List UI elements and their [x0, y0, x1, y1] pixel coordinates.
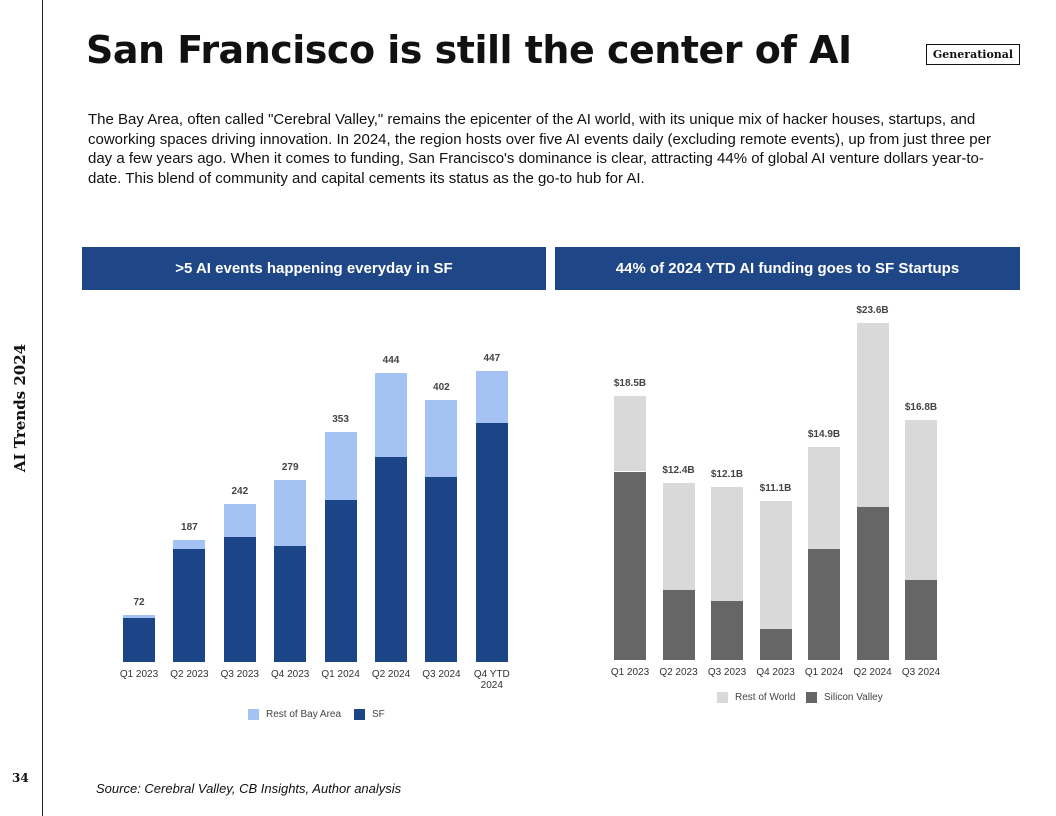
bar-segment — [425, 477, 458, 662]
total-label: 444 — [382, 354, 400, 366]
bar-segment — [759, 628, 792, 660]
bar-segment — [123, 617, 155, 662]
source: Source: Cerebral Valley, CB Insights, Au… — [96, 781, 402, 796]
bar-segment — [808, 548, 840, 660]
legend-item: Silicon Valley — [806, 692, 883, 703]
intro: The Bay Area, often called "Cerebral Val… — [88, 111, 991, 187]
total-label: 353 — [332, 414, 349, 426]
total-label: 447 — [483, 353, 501, 364]
bar-segment — [711, 487, 743, 602]
legend-swatch — [248, 709, 259, 720]
total-label: 242 — [231, 486, 249, 498]
bar-segment — [425, 400, 458, 478]
bar-segment — [614, 395, 646, 472]
legend-label: Silicon Valley — [824, 692, 883, 703]
total-label: $12.4B — [662, 464, 695, 476]
bar-segment — [475, 423, 508, 662]
x-tick-label: Q4 YTD 2024 — [473, 669, 510, 691]
total-label: $12.1B — [710, 469, 744, 481]
bar-segment — [173, 548, 206, 662]
x-tick-label: Q4 2023 — [756, 667, 795, 678]
x-tick-label: Q1 2023 — [610, 667, 650, 678]
bar-segment — [375, 372, 407, 457]
legend-item: SF — [354, 709, 385, 720]
legend-swatch — [717, 692, 728, 703]
x-tick-label: Q2 2023 — [659, 667, 698, 678]
bar-segment — [614, 471, 646, 660]
bar-segment — [905, 420, 937, 581]
bar-segment — [324, 432, 357, 500]
bar-segment — [711, 601, 743, 660]
legend-swatch — [806, 692, 817, 703]
total-label: $11.1B — [759, 483, 792, 495]
total-label: $14.9B — [807, 429, 841, 441]
bar-segment — [662, 482, 695, 591]
x-tick-label: Q3 2024 — [422, 669, 461, 680]
page-number: 34 — [12, 771, 29, 785]
bar-segment — [475, 371, 508, 424]
total-label: 402 — [433, 382, 450, 394]
bar-segment — [856, 323, 889, 508]
legend-item: Rest of Bay Area — [248, 709, 341, 720]
total-label: $18.5B — [613, 377, 647, 389]
total-label: 72 — [133, 597, 145, 609]
bar-segment — [123, 615, 155, 618]
x-tick-label: Q2 2024 — [853, 667, 892, 678]
bar-segment — [173, 540, 206, 549]
x-tick-label: Q1 2024 — [804, 667, 844, 678]
tag: Generational — [926, 44, 1020, 65]
bar-segment — [808, 447, 840, 549]
bar-segment — [274, 480, 307, 547]
bar-segment — [856, 507, 889, 660]
bar-segment — [759, 501, 792, 629]
total-label: 279 — [281, 462, 299, 474]
x-tick-label: Q2 2023 — [170, 669, 209, 680]
chart-header: >5 AI events happening everyday in SF — [82, 247, 546, 290]
legend-item: Rest of World — [717, 692, 795, 703]
x-tick-label: Q3 2023 — [220, 669, 259, 680]
total-label: 187 — [181, 522, 198, 534]
total-label: $23.6B — [856, 305, 889, 316]
bar-segment — [375, 456, 407, 662]
title: San Francisco is still the center of AI — [86, 28, 852, 72]
x-tick-label: Q1 2024 — [321, 669, 360, 680]
legend-label: SF — [372, 709, 385, 720]
side-label: AI Trends 2024 — [11, 343, 29, 473]
divider — [42, 0, 43, 816]
chart-header: 44% of 2024 YTD AI funding goes to SF St… — [555, 247, 1020, 290]
x-tick-label: Q3 2023 — [707, 667, 747, 678]
bar-segment — [905, 580, 937, 660]
bar-segment — [662, 590, 695, 660]
legend-label: Rest of Bay Area — [266, 709, 342, 720]
bar-segment — [223, 537, 256, 662]
x-tick-label: Q3 2024 — [901, 667, 941, 678]
bar-segment — [324, 499, 357, 662]
x-tick-label: Q4 2023 — [271, 669, 310, 680]
x-tick-label: Q2 2024 — [371, 669, 411, 680]
legend-swatch — [354, 709, 365, 720]
legend-label: Rest of World — [735, 692, 796, 703]
total-label: $16.8B — [904, 402, 938, 414]
bar-segment — [223, 504, 256, 537]
bar-segment — [274, 546, 307, 662]
x-tick-label: Q1 2023 — [119, 669, 159, 680]
